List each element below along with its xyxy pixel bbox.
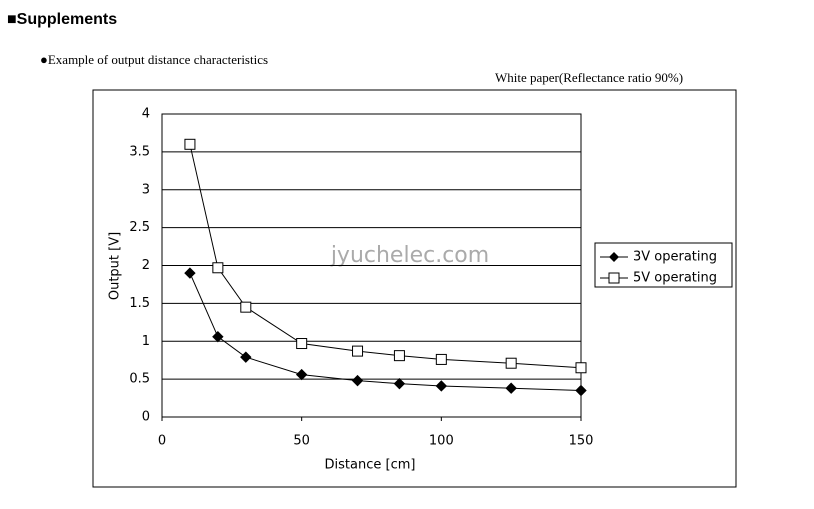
- legend-label: 3V operating: [633, 250, 717, 265]
- y-tick-label: 1: [142, 334, 150, 349]
- x-tick-label: 150: [569, 434, 594, 449]
- marker: [212, 262, 224, 274]
- subheading: ●Example of output distance characterist…: [40, 52, 268, 67]
- y-axis-label: Output [V]: [108, 232, 123, 300]
- series-line: [189, 272, 582, 391]
- x-tick-label: 50: [293, 434, 310, 449]
- heading: ■Supplements: [7, 11, 117, 28]
- marker: [575, 362, 587, 374]
- x-tick-label: 100: [429, 434, 454, 449]
- marker: [352, 345, 364, 357]
- y-tick-label: 0.5: [129, 372, 150, 387]
- marker: [351, 374, 364, 387]
- x-axis-label: Distance [cm]: [325, 458, 416, 473]
- marker: [393, 350, 405, 362]
- y-tick-label: 1.5: [129, 296, 150, 311]
- y-tick-label: 2.5: [129, 220, 150, 235]
- chart-frame: [92, 89, 737, 488]
- marker: [295, 368, 308, 381]
- legend-label: 5V operating: [633, 271, 717, 286]
- x-tick-label: 0: [158, 434, 166, 449]
- y-tick-label: 3: [142, 182, 150, 197]
- marker: [575, 384, 587, 397]
- marker: [505, 382, 517, 394]
- y-tick-label: 3.5: [129, 144, 150, 159]
- marker: [505, 357, 517, 369]
- watermark: jyuchelec.com: [330, 243, 489, 268]
- y-tick-label: 4: [142, 107, 150, 122]
- y-tick-label: 2: [142, 258, 150, 273]
- legend-marker: [609, 252, 619, 262]
- marker: [240, 301, 252, 313]
- legend-marker: [608, 272, 620, 284]
- marker: [184, 267, 196, 279]
- marker: [393, 377, 406, 390]
- marker: [212, 330, 224, 343]
- y-tick-label: 0: [142, 410, 150, 425]
- marker: [184, 138, 196, 150]
- marker: [240, 351, 252, 363]
- note: White paper(Reflectance ratio 90%): [495, 70, 683, 85]
- marker: [435, 380, 448, 392]
- marker: [435, 353, 447, 365]
- marker: [296, 338, 308, 350]
